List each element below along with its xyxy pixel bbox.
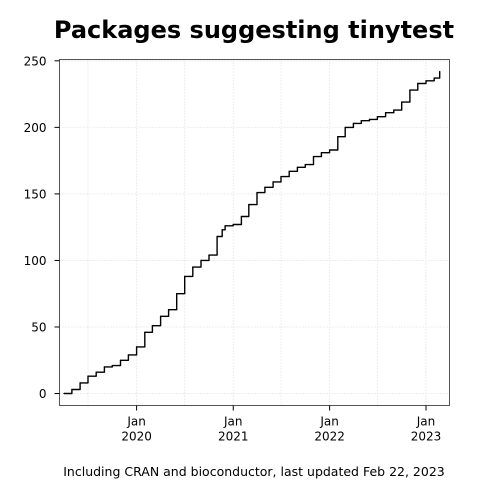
data-point bbox=[256, 192, 258, 194]
data-point bbox=[200, 259, 202, 261]
y-axis: 0 50 100 150 200 250 bbox=[24, 54, 60, 401]
data-point bbox=[176, 293, 178, 295]
data-point bbox=[151, 325, 153, 327]
x-tick-label-month: Jan bbox=[319, 415, 339, 429]
chart-caption: Including CRAN and bioconductor, last up… bbox=[63, 464, 445, 479]
data-point bbox=[144, 331, 146, 333]
data-point bbox=[63, 392, 65, 395]
data-point bbox=[304, 164, 306, 166]
data-point bbox=[136, 346, 138, 348]
data-point bbox=[425, 80, 427, 82]
data-point bbox=[208, 254, 210, 256]
data-point bbox=[240, 215, 242, 218]
data-point bbox=[111, 365, 113, 367]
x-tick-label-year: 2021 bbox=[218, 430, 249, 444]
data-point bbox=[87, 375, 89, 377]
data-point bbox=[224, 225, 226, 227]
data-point bbox=[103, 366, 105, 368]
data-point bbox=[433, 77, 435, 79]
data-point bbox=[409, 89, 411, 91]
data-point bbox=[71, 388, 73, 391]
data-point bbox=[360, 120, 362, 122]
data-point bbox=[337, 136, 339, 138]
plot-frame bbox=[59, 59, 450, 406]
x-tick-label-month: Jan bbox=[126, 415, 146, 429]
data-point bbox=[79, 382, 81, 384]
x-tick-label-year: 2023 bbox=[411, 430, 442, 444]
data-point bbox=[192, 266, 194, 268]
data-point bbox=[352, 122, 354, 124]
x-tick-label-year: 2022 bbox=[314, 430, 345, 444]
data-point bbox=[439, 70, 441, 73]
y-tick-label: 0 bbox=[39, 387, 47, 401]
data-point bbox=[127, 354, 129, 356]
data-point bbox=[168, 309, 170, 311]
y-tick-label: 250 bbox=[24, 54, 47, 68]
data-point bbox=[296, 166, 298, 168]
data-point bbox=[417, 82, 419, 85]
x-tick-label-year: 2020 bbox=[121, 430, 152, 444]
chart-title: Packages suggesting tinytest bbox=[54, 16, 454, 44]
data-point bbox=[184, 275, 186, 277]
y-tick-label: 100 bbox=[24, 254, 47, 268]
data-point bbox=[368, 118, 371, 120]
x-tick-label-month: Jan bbox=[223, 415, 243, 429]
data-point bbox=[280, 176, 282, 178]
y-tick-label: 50 bbox=[31, 320, 46, 334]
series-layer bbox=[63, 70, 441, 395]
y-tick-label: 200 bbox=[24, 121, 47, 135]
data-point bbox=[248, 204, 250, 206]
data-point bbox=[312, 156, 315, 158]
data-point bbox=[95, 371, 97, 373]
data-point bbox=[232, 223, 234, 226]
y-tick-label: 150 bbox=[24, 187, 47, 201]
plot-background bbox=[59, 59, 450, 406]
data-point bbox=[393, 109, 395, 111]
data-point bbox=[264, 186, 266, 188]
data-point bbox=[119, 359, 122, 361]
data-point bbox=[385, 112, 387, 114]
data-point bbox=[401, 101, 403, 103]
x-tick-label-month: Jan bbox=[416, 415, 436, 429]
data-point bbox=[329, 149, 331, 151]
data-point bbox=[221, 229, 223, 231]
data-point bbox=[216, 235, 218, 238]
data-point bbox=[272, 181, 274, 183]
data-point bbox=[160, 315, 162, 317]
data-point bbox=[344, 126, 346, 128]
data-point bbox=[288, 170, 290, 172]
data-point bbox=[376, 116, 378, 118]
data-point bbox=[320, 152, 322, 154]
